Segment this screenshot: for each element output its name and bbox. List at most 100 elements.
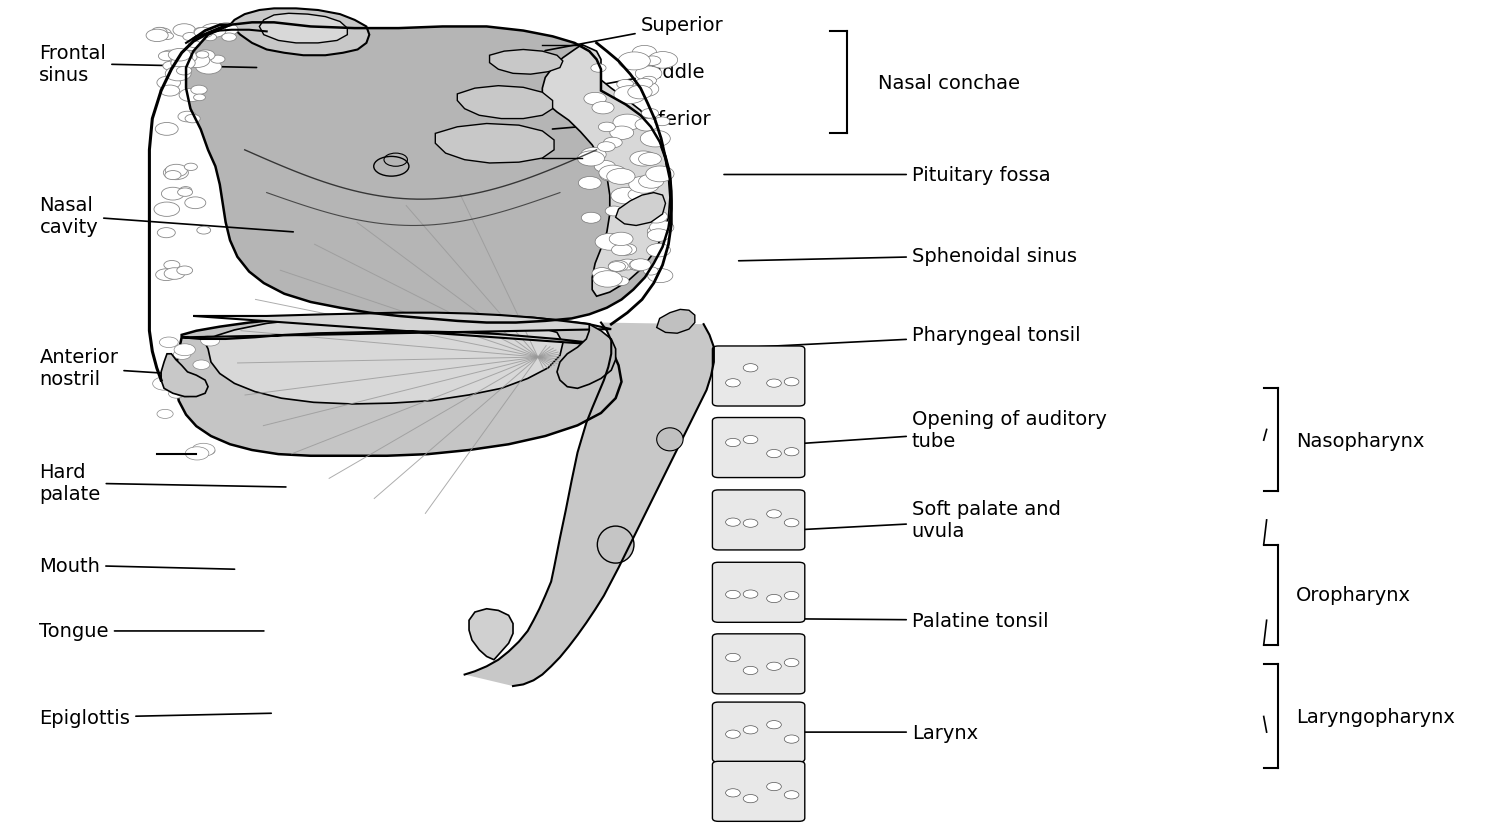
Circle shape <box>169 390 184 399</box>
Circle shape <box>598 142 616 152</box>
FancyBboxPatch shape <box>713 762 805 821</box>
Circle shape <box>766 782 781 791</box>
Polygon shape <box>616 194 665 227</box>
Circle shape <box>743 436 757 444</box>
Circle shape <box>164 261 179 270</box>
Circle shape <box>784 735 799 743</box>
Circle shape <box>200 336 220 347</box>
Circle shape <box>592 103 614 115</box>
Circle shape <box>629 260 650 272</box>
Circle shape <box>179 59 199 69</box>
FancyBboxPatch shape <box>713 634 805 694</box>
Circle shape <box>175 385 197 398</box>
Circle shape <box>635 202 660 216</box>
Circle shape <box>158 52 175 62</box>
Text: Oropharynx: Oropharynx <box>1295 586 1410 605</box>
Circle shape <box>611 245 632 256</box>
Circle shape <box>211 56 226 65</box>
Circle shape <box>743 590 757 599</box>
Circle shape <box>610 127 633 141</box>
Circle shape <box>617 80 633 90</box>
Circle shape <box>726 380 740 387</box>
FancyBboxPatch shape <box>713 418 805 478</box>
Text: Mouth: Mouth <box>39 556 235 575</box>
Circle shape <box>191 444 215 457</box>
Text: Pharyngeal tonsil: Pharyngeal tonsil <box>753 326 1080 347</box>
Circle shape <box>595 234 624 251</box>
Text: Laryngopharynx: Laryngopharynx <box>1295 707 1455 726</box>
Polygon shape <box>187 23 671 323</box>
Circle shape <box>157 228 175 238</box>
Circle shape <box>160 337 178 348</box>
Circle shape <box>619 53 650 71</box>
Circle shape <box>155 270 176 281</box>
Circle shape <box>610 233 633 246</box>
Circle shape <box>188 41 200 49</box>
Text: Opening of auditory
tube: Opening of auditory tube <box>768 409 1107 451</box>
Circle shape <box>581 213 601 224</box>
Text: Frontal
sinus: Frontal sinus <box>39 44 257 85</box>
Circle shape <box>654 117 669 127</box>
Circle shape <box>155 123 178 136</box>
Circle shape <box>605 207 623 217</box>
Circle shape <box>182 33 197 41</box>
Circle shape <box>157 410 173 419</box>
Circle shape <box>601 170 620 182</box>
Polygon shape <box>542 45 669 297</box>
Circle shape <box>608 262 626 272</box>
Circle shape <box>581 148 607 162</box>
Circle shape <box>766 510 781 519</box>
Circle shape <box>784 791 799 799</box>
Circle shape <box>593 271 623 288</box>
Text: Nasal conchae: Nasal conchae <box>878 74 1020 93</box>
Circle shape <box>766 380 781 388</box>
Circle shape <box>178 189 193 197</box>
Circle shape <box>203 35 217 41</box>
Circle shape <box>632 46 656 60</box>
Circle shape <box>784 519 799 527</box>
FancyBboxPatch shape <box>713 490 805 550</box>
Text: Sphenoidal sinus: Sphenoidal sinus <box>738 246 1077 265</box>
Circle shape <box>648 53 678 69</box>
Circle shape <box>627 86 651 100</box>
Circle shape <box>166 165 187 178</box>
Circle shape <box>647 230 669 242</box>
Text: Tongue: Tongue <box>39 622 264 641</box>
Circle shape <box>743 519 757 528</box>
Circle shape <box>592 268 611 280</box>
Circle shape <box>173 25 196 37</box>
Circle shape <box>194 28 212 39</box>
Circle shape <box>629 177 659 194</box>
Circle shape <box>184 54 209 69</box>
Ellipse shape <box>598 527 633 563</box>
Text: Palatine tonsil: Palatine tonsil <box>765 611 1049 630</box>
Circle shape <box>641 109 659 119</box>
Polygon shape <box>161 354 208 397</box>
Circle shape <box>607 170 635 185</box>
Circle shape <box>784 378 799 386</box>
Circle shape <box>173 52 193 63</box>
Circle shape <box>194 28 208 36</box>
Circle shape <box>590 65 607 73</box>
Circle shape <box>164 171 181 180</box>
Circle shape <box>644 267 659 275</box>
Circle shape <box>726 653 740 662</box>
Circle shape <box>726 730 740 739</box>
Circle shape <box>196 50 215 62</box>
Circle shape <box>647 269 672 284</box>
Text: Soft palate and
uvula: Soft palate and uvula <box>753 500 1061 541</box>
FancyBboxPatch shape <box>713 347 805 407</box>
Circle shape <box>584 93 607 106</box>
Circle shape <box>169 59 190 71</box>
Polygon shape <box>230 9 369 56</box>
Circle shape <box>578 177 601 190</box>
Circle shape <box>178 51 199 63</box>
Circle shape <box>160 51 179 62</box>
Polygon shape <box>457 87 553 119</box>
Circle shape <box>638 153 662 166</box>
Circle shape <box>635 67 662 82</box>
Polygon shape <box>260 14 347 44</box>
Polygon shape <box>490 50 563 75</box>
Circle shape <box>152 377 176 390</box>
Circle shape <box>614 87 645 104</box>
